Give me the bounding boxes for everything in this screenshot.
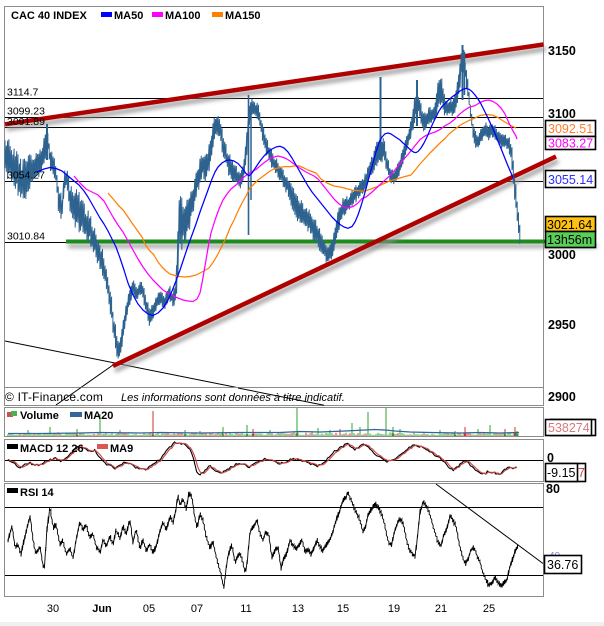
svg-text:Les informations sont données: Les informations sont données à titre in… xyxy=(121,392,345,404)
svg-text:MA20: MA20 xyxy=(84,410,113,422)
svg-text:3021.64: 3021.64 xyxy=(547,218,592,232)
svg-text:CAC 40 INDEX: CAC 40 INDEX xyxy=(11,10,87,22)
svg-text:3091.89: 3091.89 xyxy=(7,116,45,128)
svg-text:13: 13 xyxy=(292,603,304,615)
svg-text:19: 19 xyxy=(388,603,400,615)
svg-text:MA150: MA150 xyxy=(225,10,260,22)
svg-text:3010.84: 3010.84 xyxy=(7,231,45,243)
svg-text:25: 25 xyxy=(483,603,495,615)
svg-text:3055.14: 3055.14 xyxy=(548,173,593,187)
svg-text:15: 15 xyxy=(337,603,349,615)
svg-text:MA50: MA50 xyxy=(114,10,143,22)
svg-text:7: 7 xyxy=(578,466,585,480)
svg-text:2950: 2950 xyxy=(548,318,576,332)
svg-text:0: 0 xyxy=(547,451,554,465)
svg-text:30: 30 xyxy=(47,603,59,615)
svg-text:MACD 12 26: MACD 12 26 xyxy=(20,443,84,455)
svg-text:Jun: Jun xyxy=(92,603,112,615)
svg-text:MA100: MA100 xyxy=(165,10,200,22)
svg-text:07: 07 xyxy=(191,603,203,615)
svg-text:36.76: 36.76 xyxy=(547,558,578,572)
svg-text:80: 80 xyxy=(546,482,560,496)
svg-text:3100: 3100 xyxy=(548,107,576,121)
svg-text:3092.51: 3092.51 xyxy=(548,122,593,136)
svg-text:3054.27: 3054.27 xyxy=(7,170,45,182)
svg-text:538274: 538274 xyxy=(548,421,590,435)
svg-text:2900: 2900 xyxy=(548,390,576,404)
svg-text:MA9: MA9 xyxy=(110,443,133,455)
svg-text:-9.15: -9.15 xyxy=(547,466,576,480)
svg-text:3114.7: 3114.7 xyxy=(7,87,38,99)
svg-text:RSI 14: RSI 14 xyxy=(20,487,55,499)
svg-text:3083.27: 3083.27 xyxy=(548,137,593,151)
svg-text:11: 11 xyxy=(240,603,251,615)
svg-text:05: 05 xyxy=(143,603,155,615)
svg-text:3000: 3000 xyxy=(548,248,576,262)
svg-text:13h56m: 13h56m xyxy=(547,233,592,247)
svg-text:3099.23: 3099.23 xyxy=(7,106,45,118)
svg-text:Volume: Volume xyxy=(20,410,59,422)
svg-text:3150: 3150 xyxy=(548,44,576,58)
svg-text:© IT-Finance.com: © IT-Finance.com xyxy=(5,390,103,404)
svg-text:21: 21 xyxy=(435,603,447,615)
